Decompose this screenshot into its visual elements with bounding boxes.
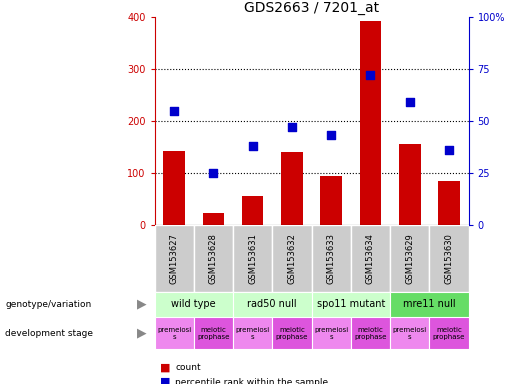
Bar [430,225,469,292]
Text: GSM153629: GSM153629 [405,233,414,284]
Point [445,147,453,153]
Point [170,108,178,114]
Bar [272,225,312,292]
Text: premeiosi
s: premeiosi s [235,327,270,339]
Bar [154,317,194,349]
Text: ▶: ▶ [137,298,146,311]
Bar [312,292,390,317]
Text: meiotic
prophase: meiotic prophase [354,327,387,339]
Bar [242,196,264,225]
Bar [154,292,233,317]
Bar [281,152,303,225]
Text: premeiosi
s: premeiosi s [392,327,427,339]
Text: wild type: wild type [171,299,216,310]
Bar [233,317,272,349]
Text: meiotic
prophase: meiotic prophase [433,327,465,339]
Text: GSM153630: GSM153630 [444,233,454,284]
Text: GSM153634: GSM153634 [366,233,375,284]
Bar [390,317,430,349]
Bar [390,292,469,317]
Bar [438,180,460,225]
Point [366,72,374,78]
Text: ■: ■ [160,363,170,373]
Bar [359,21,381,225]
Text: premeiosi
s: premeiosi s [314,327,348,339]
Point [406,99,414,105]
Bar [312,225,351,292]
Point [288,124,296,130]
Text: GSM153627: GSM153627 [169,233,179,284]
Bar [312,317,351,349]
Bar [202,213,224,225]
Text: percentile rank within the sample: percentile rank within the sample [175,377,328,384]
Text: meiotic
prophase: meiotic prophase [276,327,308,339]
Bar [272,317,312,349]
Bar [430,317,469,349]
Point [209,170,217,176]
Text: spo11 mutant: spo11 mutant [317,299,385,310]
Title: GDS2663 / 7201_at: GDS2663 / 7201_at [244,1,379,15]
Text: meiotic
prophase: meiotic prophase [197,327,230,339]
Point [249,143,257,149]
Text: ■: ■ [160,377,170,384]
Text: count: count [175,363,201,372]
Bar [163,151,185,225]
Bar [194,225,233,292]
Text: ▶: ▶ [137,327,146,339]
Text: genotype/variation: genotype/variation [5,300,91,309]
Bar [320,176,342,225]
Bar [233,225,272,292]
Bar [390,225,430,292]
Point [327,132,335,139]
Bar [399,144,421,225]
Text: GSM153632: GSM153632 [287,233,297,284]
Text: premeiosi
s: premeiosi s [157,327,191,339]
Text: GSM153631: GSM153631 [248,233,257,284]
Text: rad50 null: rad50 null [248,299,297,310]
Bar [351,317,390,349]
Bar [233,292,312,317]
Text: GSM153628: GSM153628 [209,233,218,284]
Bar [154,225,194,292]
Text: development stage: development stage [5,329,93,338]
Bar [351,225,390,292]
Bar [194,317,233,349]
Text: GSM153633: GSM153633 [327,233,336,284]
Text: mre11 null: mre11 null [403,299,456,310]
